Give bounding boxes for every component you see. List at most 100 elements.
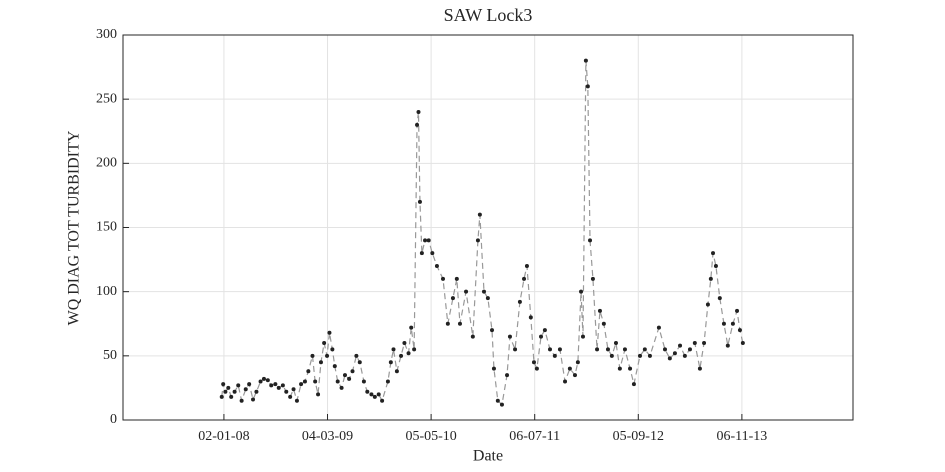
- data-point: [725, 343, 730, 348]
- data-point: [294, 398, 299, 403]
- data-point: [647, 353, 652, 358]
- data-point: [572, 373, 577, 378]
- data-point: [464, 289, 469, 294]
- data-point: [394, 369, 399, 374]
- data-point: [284, 389, 289, 394]
- data-point: [575, 360, 580, 365]
- data-point: [672, 351, 677, 356]
- data-point: [302, 379, 307, 384]
- data-point: [288, 394, 293, 399]
- data-point: [642, 347, 647, 352]
- data-point: [682, 353, 687, 358]
- data-point: [505, 373, 510, 378]
- data-point: [313, 379, 318, 384]
- data-point: [254, 389, 259, 394]
- data-point: [557, 347, 562, 352]
- data-point: [579, 289, 584, 294]
- data-point: [269, 383, 274, 388]
- data-point: [357, 360, 362, 365]
- data-point: [702, 341, 707, 345]
- data-point: [717, 296, 722, 301]
- data-point: [380, 398, 385, 403]
- data-point: [713, 264, 718, 268]
- data-point: [590, 276, 595, 281]
- data-point: [409, 325, 414, 330]
- data-point: [236, 383, 241, 388]
- data-point: [470, 334, 475, 339]
- data-point: [232, 389, 237, 394]
- data-point: [402, 341, 407, 345]
- data-point: [265, 378, 270, 383]
- data-point: [291, 387, 296, 392]
- data-point: [350, 369, 355, 374]
- data-point: [601, 321, 606, 326]
- data-point: [583, 58, 588, 63]
- data-point: [507, 334, 512, 339]
- data-point: [522, 276, 527, 281]
- data-point: [417, 199, 422, 204]
- data-point: [372, 394, 377, 399]
- data-point: [426, 238, 431, 243]
- data-point: [735, 308, 740, 313]
- data-point: [419, 251, 424, 256]
- data-point: [423, 238, 428, 243]
- data-point: [708, 276, 713, 281]
- data-point: [310, 353, 315, 358]
- data-point: [534, 366, 539, 371]
- data-point: [416, 110, 421, 114]
- data-point: [339, 385, 344, 390]
- data-point: [247, 382, 252, 387]
- data-point: [221, 382, 226, 387]
- data-point: [261, 376, 266, 381]
- y-tick-label: 150: [96, 220, 117, 235]
- data-point: [585, 84, 590, 89]
- data-point: [737, 328, 742, 333]
- data-point: [369, 392, 374, 397]
- data-point: [563, 379, 568, 384]
- data-point: [475, 238, 480, 243]
- data-point: [678, 343, 683, 348]
- data-point: [280, 383, 285, 388]
- data-point: [365, 389, 370, 394]
- data-point: [258, 379, 263, 384]
- data-point: [318, 360, 323, 365]
- data-point: [327, 330, 332, 335]
- data-point: [539, 334, 544, 339]
- data-point: [325, 353, 330, 358]
- data-point: [434, 264, 439, 268]
- data-point: [711, 251, 716, 256]
- data-point: [243, 387, 248, 392]
- data-point: [322, 341, 327, 345]
- data-point: [457, 321, 462, 326]
- y-tick-label: 100: [96, 284, 117, 299]
- data-point: [740, 341, 745, 345]
- data-point: [342, 373, 347, 378]
- data-point: [316, 392, 321, 397]
- data-point: [391, 347, 396, 352]
- data-point: [628, 366, 633, 371]
- chart-title: SAW Lock3: [444, 5, 533, 25]
- data-point: [412, 347, 417, 352]
- data-point: [229, 394, 234, 399]
- x-tick-label: 05-05-10: [405, 429, 456, 444]
- data-point: [656, 325, 661, 330]
- x-tick-label: 06-11-13: [716, 429, 767, 444]
- data-point: [637, 353, 642, 358]
- y-tick-label: 0: [110, 412, 117, 427]
- y-tick-label: 250: [96, 91, 117, 106]
- data-point: [490, 328, 495, 333]
- x-tick-label: 04-03-09: [302, 429, 353, 444]
- data-point: [335, 379, 340, 384]
- data-point: [613, 341, 618, 345]
- x-tick-label: 05-09-12: [613, 429, 664, 444]
- data-point: [445, 321, 450, 326]
- data-point: [481, 289, 486, 294]
- data-point: [721, 321, 726, 326]
- data-point: [495, 398, 500, 403]
- data-point: [388, 360, 393, 365]
- data-point: [552, 353, 557, 358]
- data-point: [567, 366, 572, 371]
- data-point: [223, 389, 228, 394]
